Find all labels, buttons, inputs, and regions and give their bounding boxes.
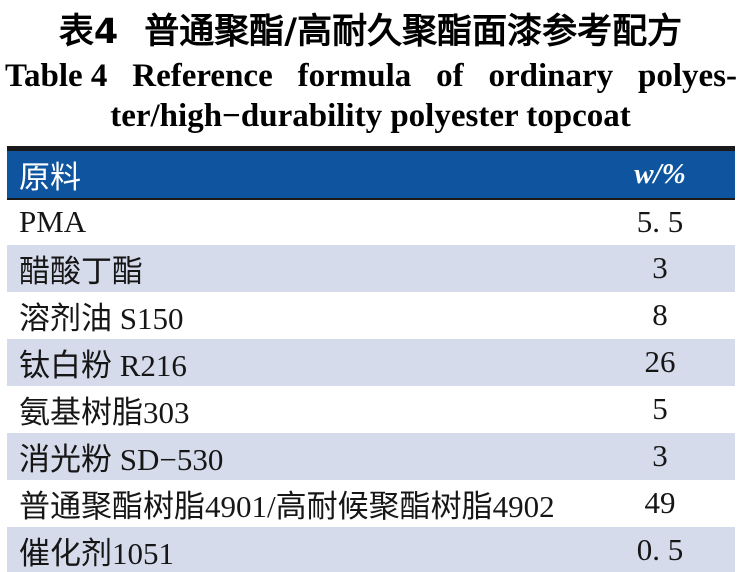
table-title-zh-text: 普通聚酯/高耐久聚酯面漆参考配方 [144,12,683,52]
title-word: polyes- [638,58,737,94]
table-title-en-line1: Table 4 Reference formula of ordinary po… [0,56,741,96]
cell-value: 49 [644,485,676,520]
table-title-zh: 表4 普通聚酯/高耐久聚酯面漆参考配方 [0,10,741,54]
cell-material: 催化剂1051 [19,535,174,571]
cell-value: 0. 5 [636,532,684,567]
cell-material: 氨基树脂303 [19,394,190,430]
cell-material: 钛白粉 R216 [19,347,187,383]
header-row: 原料 w/% [7,148,735,199]
cell-value: 26 [644,344,676,379]
table-row: 普通聚酯树脂4901/高耐候聚酯树脂4902 49 [7,479,735,527]
cell-material: 普通聚酯树脂4901/高耐候聚酯树脂4902 [19,488,555,524]
cell-material: 溶剂油 S150 [19,300,184,336]
table-title-en: Table 4 Reference formula of ordinary po… [0,56,741,136]
cell-value: 3 [652,250,668,285]
title-word: of [436,58,464,94]
title-word: Reference [132,58,273,94]
table-title-zh-label: 表4 [58,12,119,52]
table-row: 醋酸丁酯 3 [7,244,735,292]
table-row: 催化剂1051 0. 5 [7,526,735,572]
header-cell-material: 原料 [19,160,81,196]
cell-material: 消光粉 SD−530 [19,441,224,477]
cell-value: 5 [652,391,668,426]
table-row: 氨基树脂303 5 [7,385,735,433]
table-row: 消光粉 SD−530 3 [7,432,735,480]
cell-material: PMA [19,204,87,240]
cell-material: 醋酸丁酯 [19,253,143,289]
header-cell-value: w/% [634,158,686,190]
cell-value: 5. 5 [636,204,684,240]
table-row: 钛白粉 R216 26 [7,338,735,386]
table-row: 溶剂油 S150 8 [7,291,735,339]
cell-value: 8 [652,297,668,332]
table-row: PMA 5. 5 [7,199,735,245]
cell-value: 3 [652,438,668,473]
title-word: Table 4 [5,58,108,94]
title-word: ordinary [488,58,614,94]
table-title-en-line2: ter/high−durability polyester topcoat [110,98,631,134]
formula-table: 原料 w/% PMA 5. 5 醋酸丁酯 3 溶剂油 S150 8 钛白粉 R2… [7,146,735,572]
title-word: formula [297,58,412,94]
